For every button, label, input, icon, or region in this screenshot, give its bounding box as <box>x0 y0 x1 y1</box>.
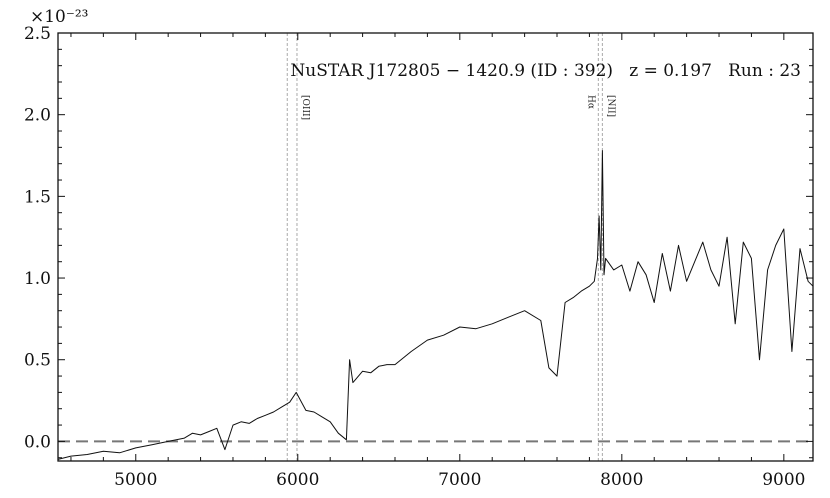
emission-line-label: [OIII] <box>300 95 310 120</box>
x-tick-label: 5000 <box>114 470 157 490</box>
y-tick-label: 2.5 <box>24 24 51 44</box>
y-tick-label: 1.0 <box>24 269 51 289</box>
x-tick-label: 6000 <box>276 470 319 490</box>
emission-line-label: [NII] <box>605 95 615 117</box>
chart-title: NuSTAR J172805 − 1420.9 (ID : 392) z = 0… <box>290 61 801 81</box>
x-tick-label: 8000 <box>600 470 643 490</box>
plot-frame <box>57 32 814 462</box>
y-tick-label: 2.0 <box>24 106 51 126</box>
y-tick-label: 1.5 <box>24 187 51 207</box>
series-layer <box>57 150 814 460</box>
y-axis-multiplier: ×10⁻²³ <box>30 7 88 27</box>
emission-line-label: Hα <box>585 95 595 109</box>
y-tick-label: 0.5 <box>24 351 51 371</box>
y-tick-label: 0.0 <box>24 432 51 452</box>
emission-lines: [OIII] Hα [NII] <box>286 33 615 461</box>
x-tick-label: 7000 <box>438 470 481 490</box>
x-tick-label: 9000 <box>762 470 805 490</box>
tick-layer: 5000 6000 7000 8000 9000 0.0 0.5 1.0 1.5 2.0 2.5 <box>24 24 813 490</box>
spectrum-line <box>57 150 814 460</box>
